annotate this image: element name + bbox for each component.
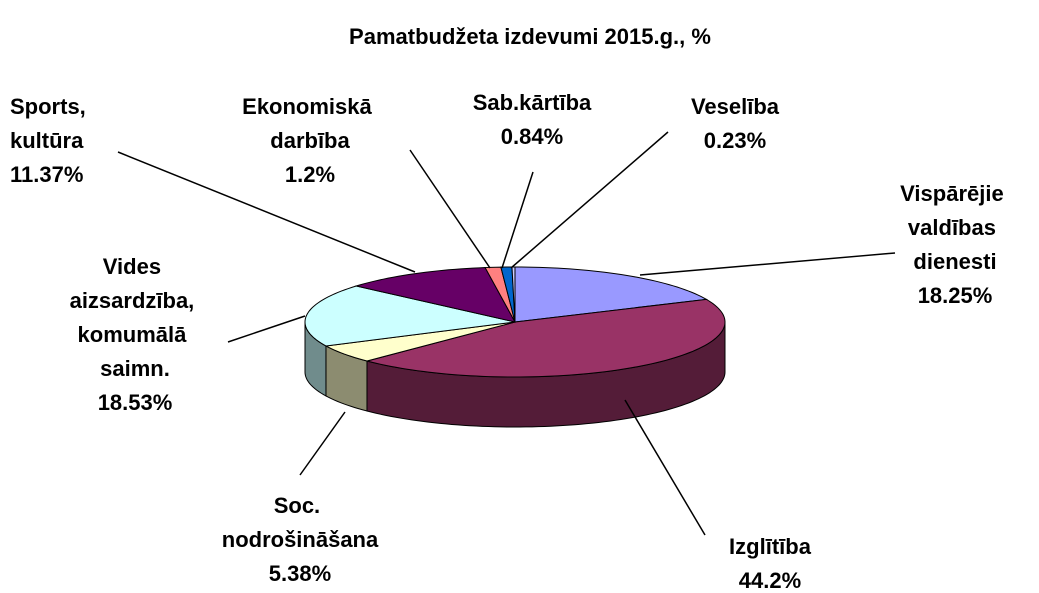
chart-title: Pamatbudžeta izdevumi 2015.g., %: [349, 24, 711, 49]
leader-line: [624, 399, 706, 536]
leader-line: [510, 131, 669, 269]
value-label: 18.25%: [918, 283, 993, 308]
value-label: 18.53%: [98, 390, 173, 415]
slice: [511, 266, 516, 323]
category-label: Sports, kultūra: [10, 94, 92, 153]
value-label: 11.37%: [10, 162, 83, 187]
leader-line: [117, 151, 416, 273]
slice: [366, 298, 726, 378]
value-label: 5.38%: [269, 561, 331, 586]
category-label: Sab.kārtība: [473, 90, 592, 115]
leader-line: [299, 411, 346, 476]
leader-line: [409, 149, 491, 269]
category-label: Soc. nodrošināšana: [222, 493, 379, 552]
category-label: Vispārējie valdības dienesti: [900, 181, 1010, 274]
category-label: Veselība: [691, 94, 780, 119]
value-label: 44.2%: [739, 568, 801, 593]
slice: [514, 266, 708, 323]
value-label: 1.2%: [285, 162, 335, 187]
leader-line: [639, 252, 896, 276]
leader-line: [227, 315, 306, 343]
value-label: 0.84%: [501, 124, 563, 149]
slice: [354, 267, 516, 323]
slice: [324, 321, 516, 362]
category-label: Vides aizsardzība, komumālā saimn.: [70, 254, 201, 381]
value-label: 0.23%: [704, 128, 766, 153]
slice: [304, 285, 516, 347]
category-label: Ekonomiskā darbība: [242, 94, 378, 153]
category-label: Izglītība: [729, 534, 812, 559]
leader-line: [501, 171, 534, 269]
